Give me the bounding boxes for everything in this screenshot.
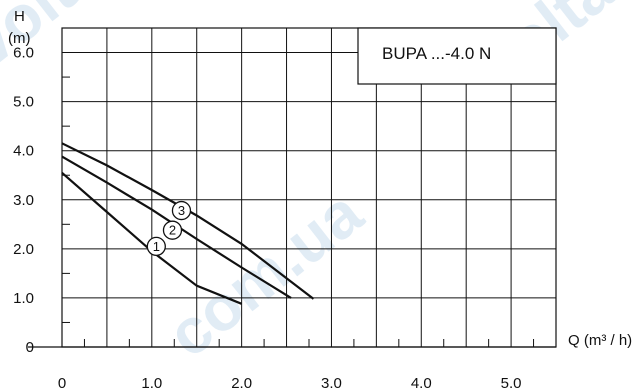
x-tick-label: 5.0 bbox=[501, 375, 522, 392]
chart-title: BUPA ...-4.0 N bbox=[382, 44, 491, 63]
x-tick-label: 0 bbox=[58, 375, 66, 392]
title-box bbox=[357, 27, 557, 85]
y-tick-label: 2.0 bbox=[13, 241, 34, 258]
y-tick-label: 1.0 bbox=[13, 290, 34, 307]
x-axis-label: Q (m³ / h) bbox=[568, 332, 632, 349]
marker-label: 3 bbox=[178, 203, 185, 218]
x-tick-label: 4.0 bbox=[411, 375, 432, 392]
y-tick-label: 6.0 bbox=[13, 45, 34, 62]
marker-circle bbox=[146, 236, 166, 257]
y-tick-label: 5.0 bbox=[13, 94, 34, 111]
y-axis-unit: (m) bbox=[8, 30, 31, 47]
x-tick-label: 2.0 bbox=[231, 375, 252, 392]
y-axis-symbol: H bbox=[14, 8, 25, 25]
axis-labels: H (m) Q (m³ / h) BUPA ...-4.0 N 0 1.0 2.0 3… bbox=[8, 8, 632, 392]
series-marker-2: 2 bbox=[162, 220, 183, 240]
x-tick-label: 3.0 bbox=[321, 375, 342, 392]
y-tick-label: 3.0 bbox=[13, 192, 34, 209]
marker-label: 2 bbox=[169, 223, 176, 238]
marker-circle bbox=[162, 220, 183, 240]
series-marker-3: 3 bbox=[171, 200, 192, 221]
marker-circle bbox=[171, 200, 192, 221]
plot-frame bbox=[28, 27, 557, 348]
curve-3 bbox=[61, 142, 315, 300]
y-tick-label: 4.0 bbox=[13, 143, 34, 160]
series-markers: 123 bbox=[146, 200, 192, 257]
y-tick-label: 0 bbox=[26, 339, 34, 356]
x-tick-label: 1.0 bbox=[141, 375, 162, 392]
marker-label: 1 bbox=[153, 239, 160, 254]
grid-lines bbox=[62, 28, 556, 347]
series-marker-1: 1 bbox=[146, 236, 166, 257]
